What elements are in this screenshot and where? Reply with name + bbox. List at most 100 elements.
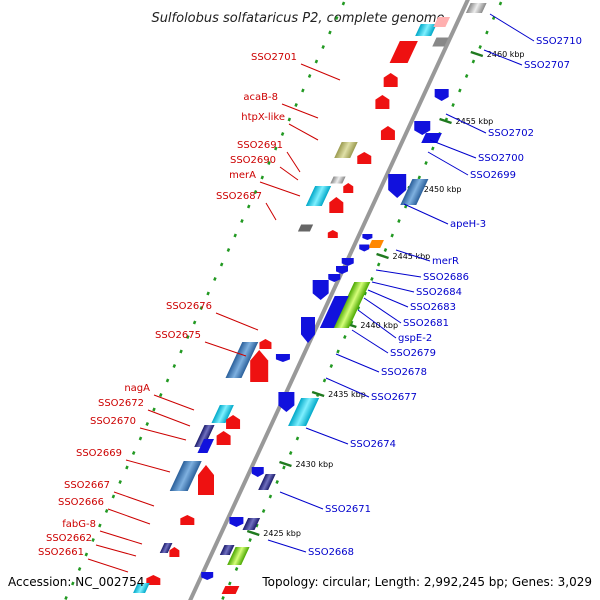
gene-arrow-left bbox=[357, 152, 372, 164]
left-leader-line bbox=[279, 166, 299, 181]
gene-arrow-right bbox=[388, 174, 407, 198]
gene-block bbox=[211, 405, 234, 423]
right-tick-dot bbox=[295, 436, 300, 441]
right-tick-dot bbox=[356, 306, 361, 310]
left-tick-dot bbox=[341, 1, 346, 6]
kbp-label: 2460 kbp bbox=[487, 50, 525, 59]
gene-block bbox=[297, 224, 314, 232]
right-tick-dot bbox=[431, 146, 435, 151]
gene-block bbox=[221, 586, 240, 594]
left-leader-line bbox=[87, 558, 129, 573]
gene-arrow-left bbox=[343, 183, 354, 193]
gene-arrow-left bbox=[226, 415, 241, 429]
left-tick-dot bbox=[328, 30, 332, 35]
gene-block bbox=[197, 439, 214, 453]
left-tick-dot bbox=[294, 103, 298, 107]
right-tick-dot bbox=[336, 349, 340, 354]
left-tick-dot bbox=[165, 378, 170, 383]
right-tick-dot bbox=[417, 175, 422, 180]
left-tick-dot bbox=[253, 190, 258, 194]
right-tick-dot bbox=[376, 262, 381, 267]
right-gene-label: SSO2679 bbox=[390, 348, 436, 359]
left-gene-label: SSO2691 bbox=[237, 140, 283, 151]
gene-block bbox=[288, 398, 320, 426]
left-tick-dot bbox=[131, 451, 136, 455]
kbp-label: 2430 kbp bbox=[295, 460, 333, 469]
right-tick-dot bbox=[322, 378, 327, 383]
gene-block bbox=[334, 142, 358, 158]
left-tick-dot bbox=[280, 132, 285, 136]
kbp-label: 2455 kbp bbox=[456, 117, 494, 126]
right-gene-labels: SSO2710 SSO2707 SSO2702 SSO2700 SSO2699 apeH-… bbox=[308, 36, 582, 558]
left-tick-dot bbox=[172, 364, 177, 368]
left-tick-dot bbox=[118, 480, 122, 484]
left-tick-dot bbox=[152, 407, 156, 412]
right-tick-dot bbox=[268, 494, 273, 499]
gene-block bbox=[368, 240, 384, 248]
right-gene-label: SSO2700 bbox=[478, 153, 524, 164]
left-leader-line bbox=[281, 103, 319, 119]
gene-arrow-left bbox=[198, 465, 214, 495]
kbp-tick bbox=[439, 117, 452, 125]
left-gene-label: nagA bbox=[124, 383, 150, 394]
right-tick-dot bbox=[370, 277, 374, 281]
genome-backbone bbox=[188, 0, 470, 600]
left-tick-dot bbox=[246, 204, 251, 209]
right-tick-dot bbox=[343, 335, 347, 339]
left-tick-dot bbox=[226, 248, 231, 252]
right-tick-dot bbox=[329, 364, 334, 368]
left-tick-dot bbox=[233, 233, 237, 238]
right-tick-dot bbox=[261, 509, 266, 513]
gene-features bbox=[133, 3, 487, 594]
gene-arrow-right bbox=[275, 354, 290, 362]
left-gene-label: SSO2672 bbox=[98, 398, 144, 409]
right-leader-line bbox=[267, 539, 307, 553]
left-tick-dot bbox=[274, 146, 278, 151]
left-tick-dot bbox=[267, 161, 271, 165]
gene-block bbox=[465, 3, 487, 13]
gene-arrow-right bbox=[421, 133, 442, 143]
left-gene-label: SSO2687 bbox=[216, 191, 262, 202]
tick-dot-tracks bbox=[64, 1, 503, 600]
left-leader-line bbox=[113, 491, 155, 507]
left-tick-dot bbox=[206, 291, 210, 296]
kbp-tick bbox=[279, 460, 292, 468]
right-gene-label: SSO2710 bbox=[536, 36, 582, 47]
gene-arrow-left bbox=[375, 95, 390, 109]
map-title: Sulfolobus solfataricus P2, complete gen… bbox=[151, 11, 444, 26]
right-leader-line bbox=[325, 377, 370, 398]
gene-arrow-right bbox=[201, 572, 214, 580]
gene-block bbox=[225, 342, 259, 378]
left-leader-line bbox=[95, 544, 137, 557]
gene-arrow-right bbox=[301, 317, 315, 343]
left-tick-dot bbox=[91, 538, 95, 542]
left-gene-label: merA bbox=[229, 170, 256, 181]
left-tick-dot bbox=[301, 88, 305, 93]
left-leader-line bbox=[204, 341, 247, 357]
left-leader-line bbox=[259, 181, 301, 197]
kbp-tick bbox=[311, 390, 325, 398]
gene-arrow-right bbox=[434, 89, 449, 101]
gene-block bbox=[242, 518, 261, 530]
right-tick-dot bbox=[255, 523, 259, 528]
right-gene-label: SSO2678 bbox=[381, 367, 427, 378]
left-gene-label: SSO2669 bbox=[76, 448, 122, 459]
left-tick-dot bbox=[179, 349, 183, 354]
left-gene-label: SSO2666 bbox=[58, 497, 104, 508]
right-gene-label: apeH-3 bbox=[450, 219, 486, 230]
left-tick-dot bbox=[199, 306, 204, 310]
right-tick-dot bbox=[464, 74, 469, 78]
gene-block bbox=[133, 583, 150, 593]
gene-block bbox=[433, 17, 451, 27]
right-leader-line bbox=[403, 203, 449, 225]
right-leader-line bbox=[489, 13, 535, 42]
left-tick-dot bbox=[125, 465, 129, 470]
backbone-line bbox=[188, 0, 470, 600]
gene-arrow-right bbox=[229, 517, 244, 527]
left-tick-dot bbox=[145, 422, 149, 426]
left-gene-label: SSO2675 bbox=[155, 330, 201, 341]
left-tick-dot bbox=[111, 494, 116, 499]
right-gene-label: SSO2684 bbox=[416, 287, 462, 298]
gene-block bbox=[227, 547, 250, 565]
